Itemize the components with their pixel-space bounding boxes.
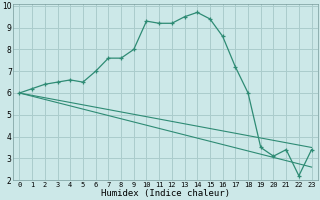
X-axis label: Humidex (Indice chaleur): Humidex (Indice chaleur): [101, 189, 230, 198]
